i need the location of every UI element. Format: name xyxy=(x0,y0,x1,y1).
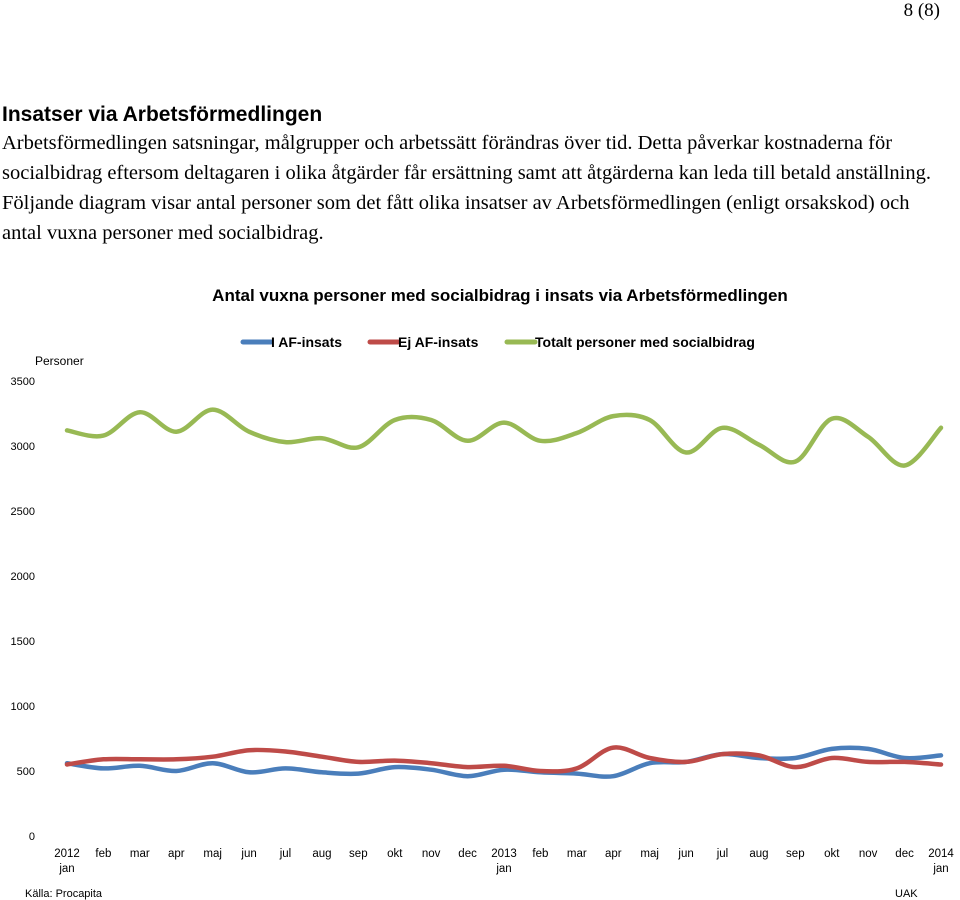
x-tick-label: okt xyxy=(387,848,403,860)
legend: I AF-insats Ej AF-insats Totalt personer… xyxy=(240,334,755,350)
x-tick-label: nov xyxy=(422,848,441,860)
y-axis-ticks: 0 500 1000 1500 2000 2500 3000 3500 xyxy=(11,376,35,843)
x-tick-label: nov xyxy=(859,848,878,860)
x-tick-label: sep xyxy=(786,848,805,860)
y-tick-label: 3000 xyxy=(11,441,35,453)
y-axis-label: Personer xyxy=(35,354,84,368)
y-tick-label: 0 xyxy=(29,831,35,843)
x-tick-label: dec xyxy=(895,848,914,860)
x-tick-label: dec xyxy=(458,848,477,860)
x-tick-label: apr xyxy=(605,848,622,860)
source-note: Källa: Procapita xyxy=(25,888,103,900)
body-paragraph: Arbetsförmedlingen satsningar, målgruppe… xyxy=(2,132,931,244)
x-tick-label: maj xyxy=(640,848,659,860)
x-tick-label: 2012 jan xyxy=(54,848,80,875)
legend-item-ej-af-insats: Ej AF-insats xyxy=(367,334,479,350)
section-heading: Insatser via Arbetsförmedlingen xyxy=(2,103,323,126)
author-initials: UAK xyxy=(895,888,918,900)
x-tick-label: 2013 jan xyxy=(491,848,517,875)
y-tick-label: 2500 xyxy=(11,506,35,518)
legend-label-i-af-insats: I AF-insats xyxy=(271,334,342,350)
x-tick-label: okt xyxy=(824,848,840,860)
x-tick-label: aug xyxy=(312,848,331,860)
legend-item-i-af-insats: I AF-insats xyxy=(240,334,342,350)
x-tick-label: sep xyxy=(349,848,368,860)
y-tick-label: 1500 xyxy=(11,636,35,648)
x-tick-label: feb xyxy=(95,848,111,860)
legend-item-totalt: Totalt personer med socialbidrag xyxy=(504,334,755,350)
series-lines xyxy=(64,407,944,779)
legend-label-ej-af-insats: Ej AF-insats xyxy=(398,334,479,350)
x-tick-label: aug xyxy=(749,848,768,860)
legend-label-totalt: Totalt personer med socialbidrag xyxy=(535,334,755,350)
chart-title: Antal vuxna personer med socialbidrag i … xyxy=(212,286,788,305)
y-tick-label: 500 xyxy=(17,766,35,778)
x-axis-ticks: 2012 jan feb mar apr maj jun jul aug sep okt nov dec… xyxy=(54,848,954,875)
series-line-ej-af-insats xyxy=(64,745,944,774)
x-tick-label: maj xyxy=(203,848,222,860)
x-tick-label: feb xyxy=(532,848,548,860)
x-tick-label: jun xyxy=(240,848,256,860)
x-tick-label: mar xyxy=(130,848,150,860)
x-tick-label: 2014 jan xyxy=(928,848,954,875)
x-tick-label: jul xyxy=(716,848,729,860)
page-number: 8 (8) xyxy=(903,0,940,21)
y-tick-label: 1000 xyxy=(11,701,35,713)
x-tick-label: jun xyxy=(677,848,693,860)
x-tick-label: apr xyxy=(168,848,185,860)
series-line-totalt xyxy=(64,407,944,468)
y-tick-label: 3500 xyxy=(11,376,35,388)
line-chart: Antal vuxna personer med socialbidrag i … xyxy=(11,286,955,900)
y-tick-label: 2000 xyxy=(11,571,35,583)
x-tick-label: jul xyxy=(279,848,292,860)
series-line-i-af-insats xyxy=(64,745,944,779)
x-tick-label: mar xyxy=(567,848,587,860)
